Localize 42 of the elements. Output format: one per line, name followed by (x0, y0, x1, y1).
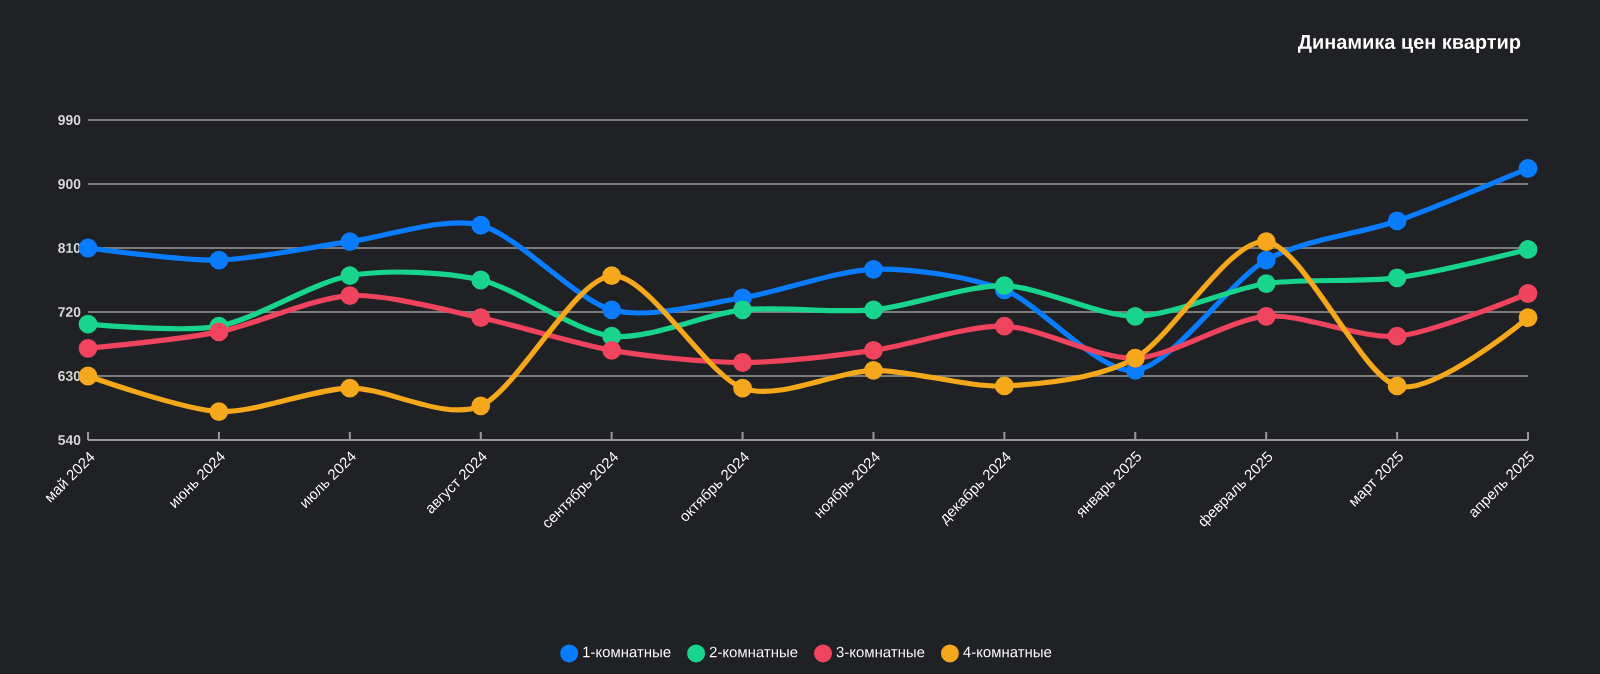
point (995, 316, 1014, 336)
point (209, 402, 229, 421)
point (1256, 274, 1276, 293)
point (864, 341, 883, 360)
point (995, 376, 1014, 396)
point (340, 232, 360, 251)
point (78, 366, 98, 386)
point (864, 259, 883, 279)
point (1518, 158, 1538, 178)
point (1125, 306, 1145, 326)
point (733, 300, 752, 320)
point (1518, 284, 1538, 303)
point (78, 238, 98, 258)
point (78, 314, 98, 334)
point (1387, 268, 1407, 288)
point (471, 308, 491, 328)
point (209, 250, 229, 270)
point (1387, 326, 1407, 346)
point (602, 341, 622, 360)
point (78, 338, 98, 358)
point (864, 360, 883, 380)
point (1256, 306, 1276, 326)
point (471, 270, 491, 290)
point (602, 300, 622, 320)
point (733, 353, 752, 372)
point (471, 396, 491, 416)
point (1256, 232, 1276, 251)
point (340, 266, 360, 286)
point (602, 266, 622, 286)
point (602, 326, 622, 346)
point (340, 286, 360, 306)
point (1387, 211, 1407, 231)
point (864, 300, 883, 320)
point (209, 322, 229, 342)
point (471, 215, 491, 235)
point (1518, 240, 1538, 259)
point (733, 378, 752, 398)
point (1518, 308, 1538, 328)
chart-title: Динамика цен квартир (1297, 35, 1521, 53)
point (340, 378, 360, 398)
point (1256, 250, 1276, 270)
point (1387, 376, 1407, 396)
